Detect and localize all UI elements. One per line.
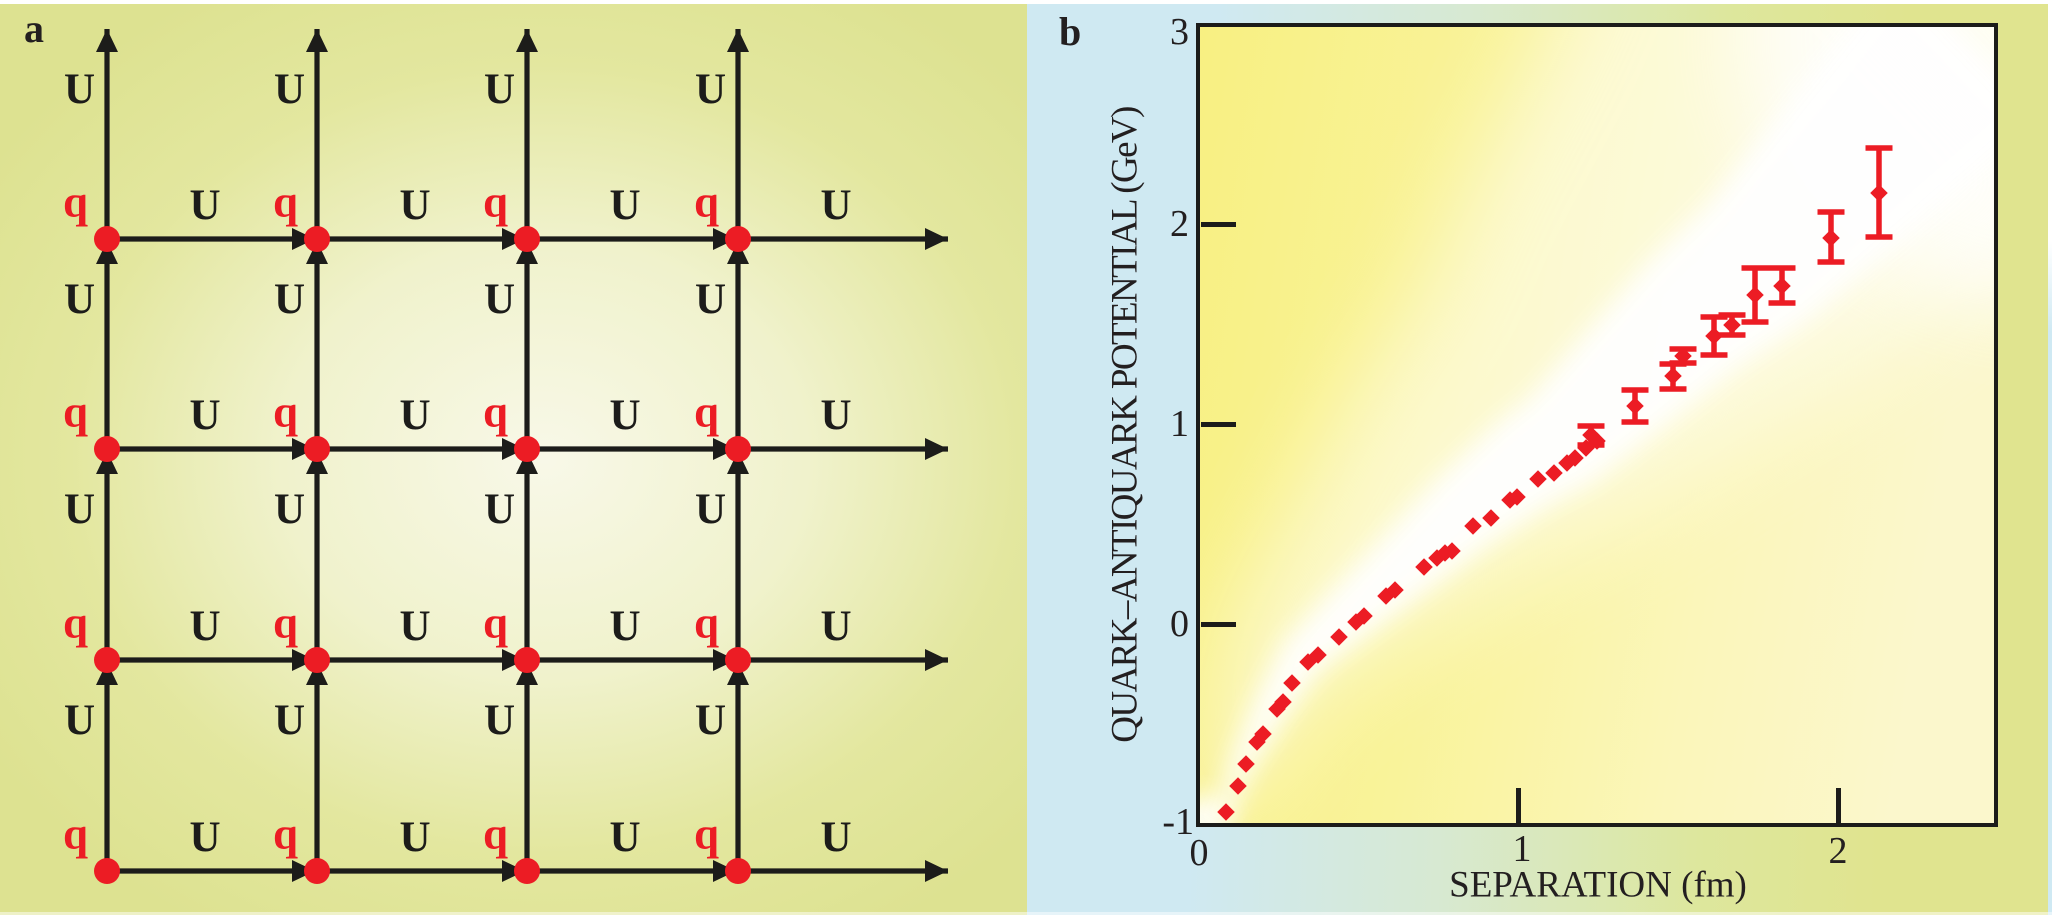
svg-text:q: q [273, 598, 298, 648]
svg-text:U: U [695, 276, 726, 323]
svg-text:q: q [273, 809, 298, 859]
svg-text:U: U [695, 66, 726, 113]
svg-text:q: q [694, 598, 719, 648]
svg-text:q: q [694, 387, 719, 437]
svg-text:q: q [483, 809, 508, 859]
svg-text:U: U [820, 392, 851, 439]
svg-text:U: U [609, 392, 640, 439]
svg-text:q: q [273, 177, 298, 227]
svg-text:U: U [484, 66, 515, 113]
svg-text:U: U [274, 697, 305, 744]
svg-text:q: q [273, 387, 298, 437]
svg-text:q: q [483, 387, 508, 437]
svg-text:q: q [63, 387, 88, 437]
svg-text:U: U [609, 182, 640, 229]
svg-text:U: U [64, 486, 95, 533]
svg-text:q: q [63, 598, 88, 648]
svg-text:U: U [189, 182, 220, 229]
svg-text:q: q [694, 177, 719, 227]
svg-text:U: U [189, 814, 220, 861]
svg-text:U: U [695, 697, 726, 744]
svg-text:q: q [63, 809, 88, 859]
svg-text:U: U [189, 603, 220, 650]
svg-text:U: U [609, 603, 640, 650]
svg-text:U: U [274, 486, 305, 533]
svg-text:U: U [820, 603, 851, 650]
svg-text:U: U [484, 486, 515, 533]
svg-text:U: U [274, 276, 305, 323]
svg-text:U: U [484, 276, 515, 323]
svg-text:U: U [820, 814, 851, 861]
svg-text:U: U [274, 66, 305, 113]
svg-text:q: q [483, 177, 508, 227]
svg-text:U: U [64, 697, 95, 744]
svg-text:U: U [399, 182, 430, 229]
svg-text:U: U [399, 392, 430, 439]
svg-text:q: q [63, 177, 88, 227]
svg-text:U: U [609, 814, 640, 861]
svg-text:U: U [189, 392, 220, 439]
svg-text:U: U [399, 603, 430, 650]
svg-text:U: U [484, 697, 515, 744]
svg-text:U: U [64, 276, 95, 323]
svg-text:U: U [695, 486, 726, 533]
svg-text:U: U [399, 814, 430, 861]
svg-text:q: q [483, 598, 508, 648]
svg-text:U: U [820, 182, 851, 229]
svg-text:U: U [64, 66, 95, 113]
svg-text:q: q [694, 809, 719, 859]
